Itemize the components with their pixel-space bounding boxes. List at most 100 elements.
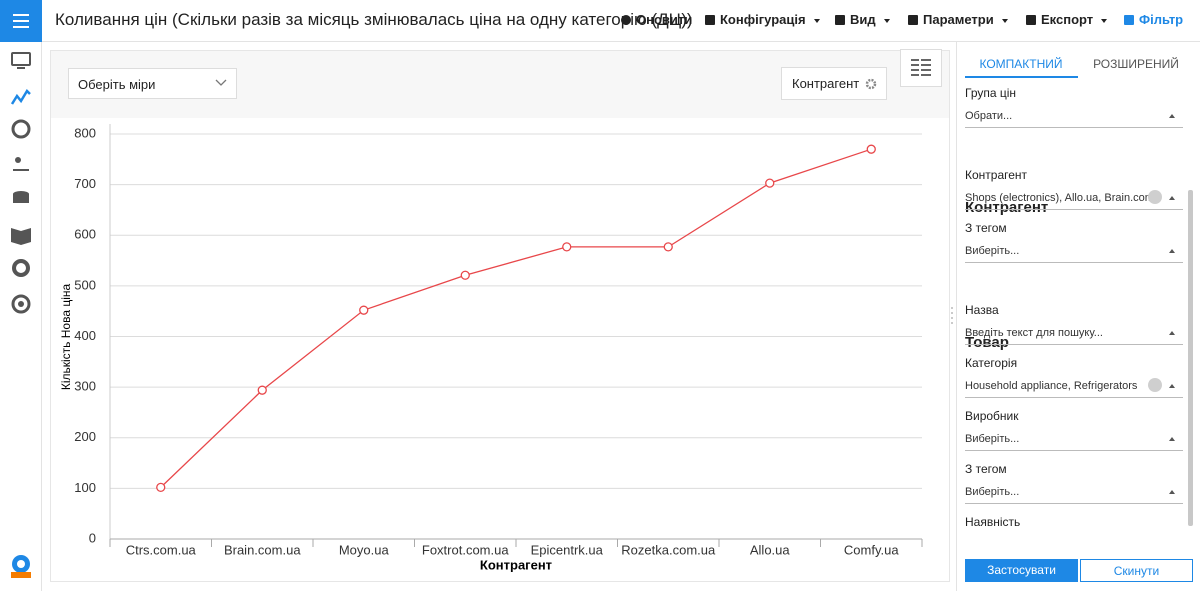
filter-panel bbox=[956, 42, 1200, 591]
x-tick-label: Ctrs.com.ua bbox=[126, 542, 197, 557]
button-label: Конфігурація bbox=[720, 12, 806, 27]
y-axis-label: Кількість Нова ціна bbox=[59, 284, 73, 391]
button-icon bbox=[1124, 15, 1134, 25]
gear-icon bbox=[865, 78, 877, 90]
button-label: Вид bbox=[850, 12, 876, 27]
x-tick-label: Foxtrot.com.ua bbox=[422, 542, 509, 557]
point bbox=[765, 178, 775, 188]
chart-panel bbox=[50, 50, 950, 582]
button-icon bbox=[705, 15, 715, 25]
field-label: Виробник bbox=[965, 409, 1019, 423]
y-tick-label: 700 bbox=[74, 176, 96, 191]
caret[interactable] bbox=[1169, 437, 1175, 441]
y-tick-label: 500 bbox=[74, 277, 96, 292]
x-tick-label: Epicentrk.ua bbox=[531, 542, 604, 557]
scrollbar bbox=[1188, 190, 1193, 526]
field-underline bbox=[965, 209, 1183, 210]
y-tick-label: 800 bbox=[74, 125, 96, 140]
y-tick-label: 400 bbox=[74, 328, 96, 343]
page-title: Коливання цін (Скільки разів за місяць з… bbox=[55, 10, 693, 29]
caret[interactable] bbox=[1169, 331, 1175, 335]
measures-select[interactable]: Оберіть міри bbox=[68, 68, 237, 99]
field-label: Наявність bbox=[965, 515, 1021, 529]
toolbar-button[interactable]: Фільтр bbox=[1124, 12, 1183, 30]
field-value[interactable]: Введіть текст для пошуку... bbox=[965, 327, 1103, 339]
tab[interactable]: РОЗШИРЕНИЙ bbox=[1093, 57, 1179, 71]
point bbox=[156, 482, 166, 493]
y-tick-label: 100 bbox=[74, 480, 96, 495]
caret bbox=[883, 18, 890, 23]
y-tick-label: 300 bbox=[74, 379, 96, 394]
section-heading: Контрагент bbox=[965, 199, 1049, 216]
action-button[interactable]: Скинути bbox=[1080, 559, 1193, 582]
field-value[interactable]: Виберіть... bbox=[965, 245, 1020, 257]
table-icon bbox=[911, 59, 931, 76]
y-tick-label: 0 bbox=[89, 530, 96, 545]
field-label: З тегом bbox=[965, 462, 1007, 476]
menu-button[interactable] bbox=[0, 0, 42, 42]
table-view-button[interactable] bbox=[900, 49, 942, 87]
x-tick-label: Moyo.ua bbox=[339, 542, 390, 557]
toolbar-button[interactable]: Експорт bbox=[1026, 12, 1108, 30]
point bbox=[460, 270, 470, 280]
point bbox=[359, 305, 369, 315]
point bbox=[562, 242, 572, 252]
point bbox=[866, 144, 876, 154]
caret bbox=[215, 79, 227, 86]
group-button[interactable]: Контрагент bbox=[781, 67, 887, 100]
field-underline bbox=[965, 127, 1183, 128]
toolbar-button[interactable]: Вид bbox=[835, 12, 890, 30]
toolbar-button[interactable]: Оновити bbox=[621, 12, 692, 30]
field-label: Категорія bbox=[965, 356, 1018, 370]
point bbox=[257, 385, 267, 395]
clear-button[interactable] bbox=[1148, 378, 1162, 392]
caret[interactable] bbox=[1169, 114, 1175, 118]
field-value[interactable]: Shops (electronics), Allo.ua, Brain.com.… bbox=[965, 192, 1150, 204]
field-value[interactable]: Виберіть... bbox=[965, 486, 1020, 498]
x-tick-label: Comfy.ua bbox=[844, 542, 899, 557]
clear-button[interactable] bbox=[1148, 190, 1162, 204]
button-icon bbox=[908, 15, 918, 25]
y-tick-label: 600 bbox=[74, 227, 96, 242]
x-tick-label: Brain.com.ua bbox=[224, 542, 301, 557]
button-icon bbox=[621, 15, 631, 25]
toolbar-button[interactable]: Параметри bbox=[908, 12, 1008, 30]
x-axis-label: Контрагент bbox=[480, 557, 552, 572]
field-label: Контрагент bbox=[965, 168, 1028, 182]
button-icon bbox=[835, 15, 845, 25]
field-underline bbox=[965, 450, 1183, 451]
field-label: Група цін bbox=[965, 86, 1017, 100]
action-button[interactable]: Застосувати bbox=[965, 559, 1078, 582]
button-label: Фільтр bbox=[1139, 12, 1184, 27]
caret[interactable] bbox=[1169, 196, 1175, 200]
field-label: З тегом bbox=[965, 221, 1007, 235]
button-icon bbox=[1026, 15, 1036, 25]
field-value[interactable]: Обрати... bbox=[965, 110, 1013, 122]
field-value[interactable]: Виберіть... bbox=[965, 433, 1020, 445]
field-label: Назва bbox=[965, 303, 999, 317]
tab[interactable]: КОМПАКТНИЙ bbox=[979, 57, 1063, 71]
tab-indicator bbox=[965, 76, 1078, 78]
splitter[interactable] bbox=[949, 305, 955, 327]
x-tick-label: Rozetka.com.ua bbox=[621, 542, 716, 557]
y-tick-label: 200 bbox=[74, 429, 96, 444]
caret bbox=[1001, 18, 1008, 23]
sidebar bbox=[0, 42, 42, 591]
caret[interactable] bbox=[1169, 249, 1175, 253]
field-underline bbox=[965, 262, 1183, 263]
caret bbox=[1101, 18, 1108, 23]
x-tick-label: Allo.ua bbox=[750, 542, 791, 557]
field-value[interactable]: Household appliance, Refrigerators bbox=[965, 380, 1138, 392]
field-underline bbox=[965, 397, 1183, 398]
toolbar-button[interactable]: Конфігурація bbox=[705, 12, 820, 30]
caret[interactable] bbox=[1169, 490, 1175, 494]
caret[interactable] bbox=[1169, 384, 1175, 388]
section-heading: Товар bbox=[965, 334, 1009, 351]
button-label: Оновити bbox=[636, 12, 693, 27]
chart: 0 100 200 300 400 500 600 700 800 Контрагент Кільк… bbox=[59, 124, 923, 572]
button-label: Параметри bbox=[923, 12, 994, 27]
top-bar bbox=[0, 0, 1200, 42]
sidebar-icons bbox=[10, 52, 31, 578]
point bbox=[663, 242, 673, 252]
